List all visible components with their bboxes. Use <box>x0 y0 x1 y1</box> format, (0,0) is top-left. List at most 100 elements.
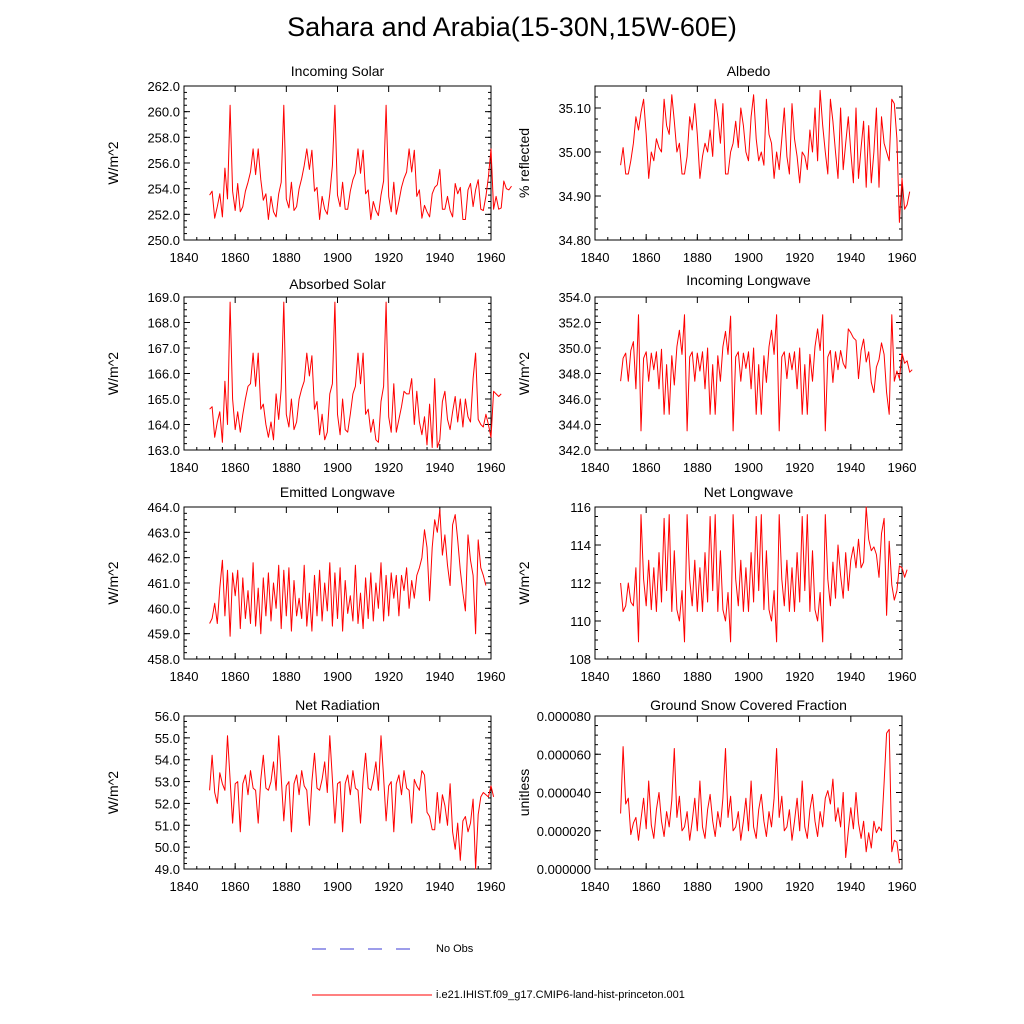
series-line <box>209 509 487 637</box>
panel-title: Ground Snow Covered Fraction <box>650 697 847 713</box>
y-tick-label: 52.0 <box>155 796 180 811</box>
plot-frame <box>183 715 492 870</box>
series-line <box>209 104 512 220</box>
x-tick-label: 1880 <box>683 460 712 475</box>
x-tick-label: 1940 <box>425 669 454 684</box>
x-tick-label: 1860 <box>221 460 250 475</box>
panel-8: Ground Snow Covered Fraction unitless 1840… <box>516 697 916 894</box>
x-tick-label: 1900 <box>323 250 352 265</box>
x-tick-label: 1960 <box>888 460 917 475</box>
panel-title: Incoming Solar <box>291 63 385 79</box>
x-tick-label: 1940 <box>425 250 454 265</box>
y-tick-label: 51.0 <box>155 818 180 833</box>
y-tick-label: 110 <box>570 614 591 629</box>
y-tick-label: 346.0 <box>558 392 591 407</box>
panel-6: Net Longwave W/m^2 1840 1860 1880 1900 1920 194… <box>516 484 916 684</box>
panel-title: Net Longwave <box>704 484 794 500</box>
x-tick-label: 1920 <box>374 250 403 265</box>
y-tick-label: 463.0 <box>147 525 180 540</box>
y-tick-label: 464.0 <box>147 500 180 515</box>
x-tick-label: 1940 <box>425 460 454 475</box>
y-axis-label: W/m^2 <box>105 771 121 814</box>
y-tick-label: 34.80 <box>558 233 591 248</box>
x-tick-label: 1840 <box>170 250 199 265</box>
y-axis-label: W/m^2 <box>516 561 532 604</box>
y-tick-label: 164.0 <box>147 418 180 433</box>
y-tick-label: 112 <box>570 576 591 591</box>
x-tick-label: 1960 <box>888 669 917 684</box>
y-tick-label: 352.0 <box>558 316 591 331</box>
x-tick-label: 1960 <box>477 669 506 684</box>
y-tick-label: 165.0 <box>147 392 180 407</box>
x-tick-label: 1840 <box>170 460 199 475</box>
series-line <box>620 506 908 643</box>
x-tick-label: 1840 <box>581 250 610 265</box>
y-tick-label: 56.0 <box>155 709 180 724</box>
x-tick-label: 1940 <box>836 879 865 894</box>
y-tick-label: 50.0 <box>155 840 180 855</box>
x-tick-label: 1840 <box>581 669 610 684</box>
y-tick-label: 34.90 <box>558 189 591 204</box>
y-tick-label: 461.0 <box>147 576 180 591</box>
y-tick-label: 0.000040 <box>537 786 591 801</box>
series-line <box>209 301 502 448</box>
panel-5: Emitted Longwave W/m^2 1840 1860 1880 1900 192… <box>105 484 505 684</box>
y-tick-label: 254.0 <box>147 182 180 197</box>
x-tick-label: 1860 <box>221 669 250 684</box>
x-tick-label: 1880 <box>683 879 712 894</box>
x-tick-label: 1920 <box>374 879 403 894</box>
x-tick-label: 1900 <box>734 250 763 265</box>
x-tick-label: 1920 <box>785 879 814 894</box>
panel-4: Incoming Longwave W/m^2 1840 1860 1880 1900 19… <box>516 272 916 475</box>
x-tick-label: 1900 <box>323 879 352 894</box>
x-tick-label: 1880 <box>272 879 301 894</box>
y-tick-label: 252.0 <box>147 207 180 222</box>
y-axis-label: W/m^2 <box>105 141 121 184</box>
panel-1: Incoming Solar W/m^2 1840 1860 1880 1900 1920 1… <box>105 63 512 265</box>
panel-title: Emitted Longwave <box>280 484 395 500</box>
y-tick-label: 168.0 <box>147 316 180 331</box>
panel-title: Incoming Longwave <box>686 272 811 288</box>
y-tick-label: 0.000000 <box>537 862 591 877</box>
x-tick-label: 1880 <box>683 669 712 684</box>
y-tick-label: 256.0 <box>147 156 180 171</box>
y-axis-label: unitless <box>516 769 532 816</box>
y-tick-label: 348.0 <box>558 367 591 382</box>
x-tick-label: 1860 <box>221 250 250 265</box>
x-tick-label: 1900 <box>734 669 763 684</box>
y-tick-label: 114 <box>570 538 591 553</box>
x-tick-label: 1960 <box>888 250 917 265</box>
y-tick-label: 458.0 <box>147 652 180 667</box>
x-tick-label: 1880 <box>683 250 712 265</box>
y-tick-label: 116 <box>570 500 591 515</box>
x-tick-label: 1880 <box>272 669 301 684</box>
y-tick-label: 262.0 <box>147 79 180 94</box>
y-tick-label: 35.10 <box>558 101 591 116</box>
y-tick-label: 35.00 <box>558 145 591 160</box>
x-tick-label: 1840 <box>170 879 199 894</box>
x-tick-label: 1860 <box>221 879 250 894</box>
x-tick-label: 1900 <box>734 879 763 894</box>
x-tick-label: 1940 <box>836 460 865 475</box>
x-tick-label: 1960 <box>477 460 506 475</box>
x-tick-label: 1900 <box>323 669 352 684</box>
y-tick-label: 166.0 <box>147 367 180 382</box>
series-line <box>620 89 911 223</box>
y-tick-label: 354.0 <box>558 290 591 305</box>
series-line <box>209 735 495 870</box>
y-tick-label: 250.0 <box>147 233 180 248</box>
x-tick-label: 1920 <box>374 669 403 684</box>
y-tick-label: 258.0 <box>147 130 180 145</box>
x-tick-label: 1880 <box>272 250 301 265</box>
page-title: Sahara and Arabia(15-30N,15W-60E) <box>287 12 737 42</box>
x-tick-label: 1840 <box>581 879 610 894</box>
y-tick-label: 167.0 <box>147 341 180 356</box>
y-tick-label: 344.0 <box>558 418 591 433</box>
y-tick-label: 342.0 <box>558 443 591 458</box>
panel-2: Albedo % reflected 1840 1860 1880 1900 1920 194… <box>516 63 916 265</box>
x-tick-label: 1940 <box>836 669 865 684</box>
panel-7: Net Radiation W/m^2 1840 1860 1880 1900 1920 19… <box>105 697 505 894</box>
x-tick-label: 1940 <box>836 250 865 265</box>
x-tick-label: 1940 <box>425 879 454 894</box>
